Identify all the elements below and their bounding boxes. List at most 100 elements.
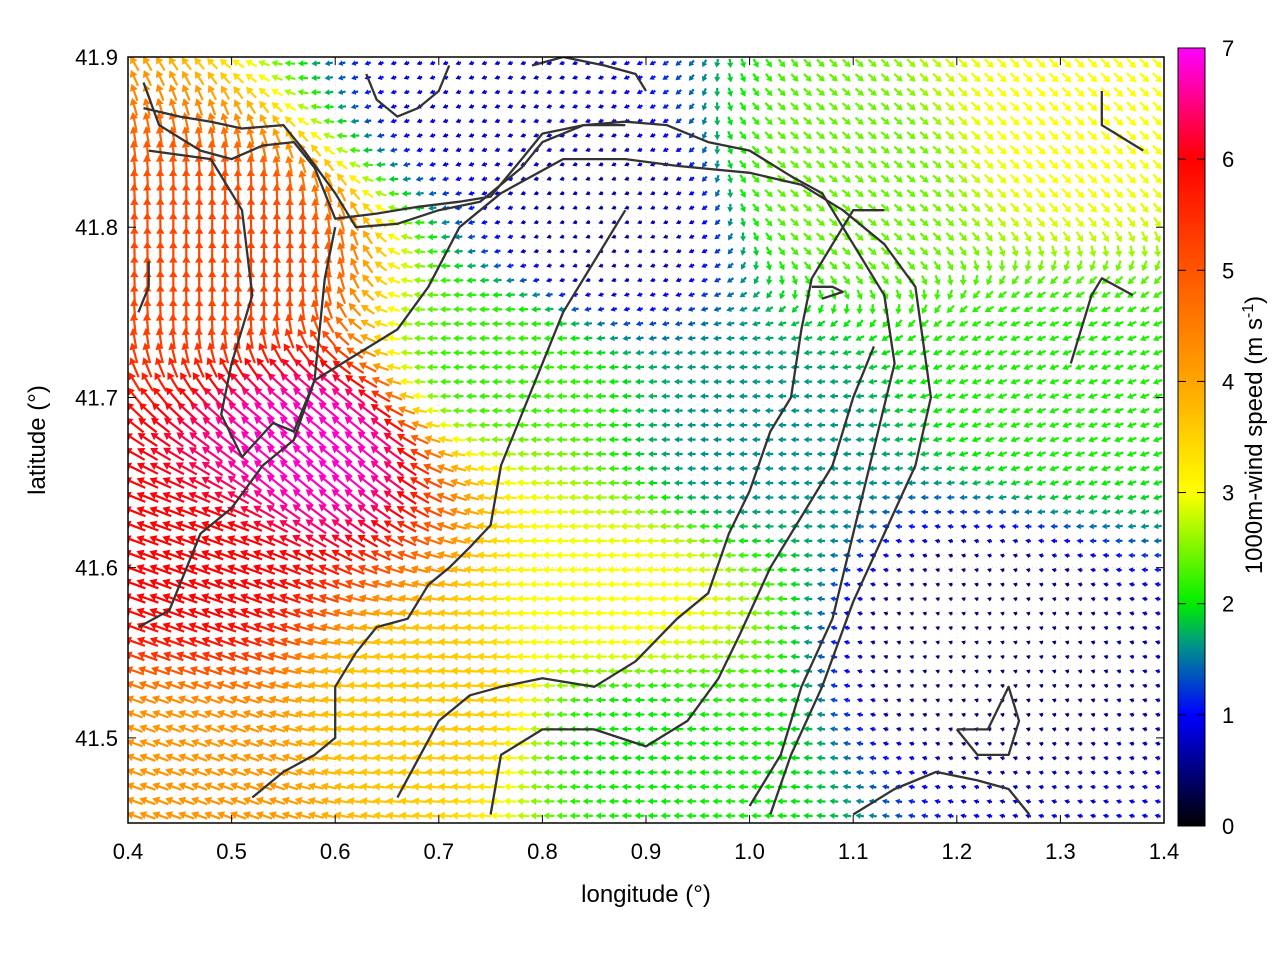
wind-arrow <box>1000 568 1005 573</box>
wind-arrow <box>1139 392 1150 400</box>
wind-arrow <box>1115 538 1123 544</box>
wind-arrow <box>1024 275 1033 285</box>
wind-arrow <box>175 535 198 546</box>
wind-arrow <box>344 534 366 548</box>
wind-arrow <box>764 320 774 327</box>
wind-arrow <box>373 290 388 300</box>
wind-arrow <box>958 174 968 184</box>
wind-arrow <box>906 131 916 140</box>
wind-arrow <box>935 712 940 718</box>
wind-arrow <box>803 682 813 689</box>
wind-arrow <box>490 594 505 603</box>
wind-arrow <box>726 73 734 83</box>
wind-arrow <box>987 683 992 689</box>
wind-arrow <box>1100 173 1111 184</box>
wind-arrow <box>413 363 426 371</box>
wind-arrow <box>1141 552 1149 559</box>
wind-arrow <box>659 652 672 661</box>
wind-arrow <box>503 753 517 762</box>
wind-arrow <box>750 682 762 689</box>
wind-arrow <box>867 73 877 82</box>
wind-arrow <box>1075 523 1084 530</box>
wind-arrow <box>594 493 607 502</box>
wind-arrow <box>424 811 440 820</box>
wind-arrow <box>713 422 722 429</box>
wind-arrow <box>242 767 260 777</box>
wind-arrow <box>1139 349 1150 356</box>
wind-arrow <box>958 320 969 327</box>
wind-arrow <box>999 741 1005 747</box>
wind-arrow <box>217 767 234 777</box>
wind-arrow <box>1074 159 1085 170</box>
wind-arrow <box>230 767 247 777</box>
wind-arrow <box>932 189 942 198</box>
wind-arrow <box>581 580 595 589</box>
wind-arrow <box>423 565 441 574</box>
wind-arrow <box>481 219 488 225</box>
wind-arrow <box>960 770 967 776</box>
wind-arrow <box>869 538 877 544</box>
wind-arrow <box>294 811 312 820</box>
wind-arrow <box>611 205 617 210</box>
wind-arrow <box>909 626 914 631</box>
wind-arrow <box>570 320 580 327</box>
wind-arrow <box>323 117 335 125</box>
wind-arrow <box>520 132 527 138</box>
wind-arrow <box>946 320 956 327</box>
x-axis-label: longitude (°) <box>581 881 711 908</box>
wind-arrow <box>996 86 1007 97</box>
wind-arrow <box>597 89 604 95</box>
wind-arrow <box>919 58 929 68</box>
wind-arrow <box>828 189 838 198</box>
wind-arrow <box>344 504 366 521</box>
wind-arrow <box>841 102 851 111</box>
wind-arrow <box>1100 72 1111 83</box>
wind-arrow <box>281 695 299 704</box>
wind-arrow <box>1009 188 1020 199</box>
wind-arrow <box>946 509 954 515</box>
wind-arrow <box>946 304 955 314</box>
wind-arrow <box>790 581 800 588</box>
wind-arrow <box>660 798 671 805</box>
wind-arrow <box>725 783 736 791</box>
wind-arrow <box>841 160 851 169</box>
wind-arrow <box>970 115 981 126</box>
wind-arrow <box>974 611 979 616</box>
wind-arrow <box>803 422 813 429</box>
wind-arrow <box>777 552 787 559</box>
wind-arrow <box>854 145 864 154</box>
wind-arrow <box>739 306 748 312</box>
wind-arrow <box>442 60 449 66</box>
wind-arrow <box>1113 450 1124 457</box>
wind-arrow <box>1038 538 1045 544</box>
wind-arrow <box>467 248 476 255</box>
wind-arrow <box>423 463 442 474</box>
wind-arrow <box>175 477 198 490</box>
wind-arrow <box>555 623 569 632</box>
wind-arrow <box>377 75 384 80</box>
wind-arrow <box>1051 784 1057 790</box>
wind-arrow <box>449 521 467 530</box>
wind-arrow <box>673 740 684 747</box>
wind-arrow <box>1100 86 1111 97</box>
wind-arrow <box>649 118 656 124</box>
wind-arrow <box>764 480 774 486</box>
wind-arrow <box>778 260 785 271</box>
wind-arrow <box>529 696 543 704</box>
wind-arrow <box>829 755 839 761</box>
wind-arrow <box>450 580 467 589</box>
wind-arrow <box>908 289 915 301</box>
wind-arrow <box>310 117 322 125</box>
wind-arrow <box>559 205 565 210</box>
wind-arrow <box>595 740 606 747</box>
wind-arrow <box>870 683 876 689</box>
wind-arrow <box>411 579 428 589</box>
wind-arrow <box>1090 727 1096 732</box>
wind-arrow <box>934 813 941 819</box>
wind-arrow <box>702 59 708 68</box>
wind-arrow <box>675 176 682 181</box>
wind-arrow <box>790 537 800 544</box>
wind-arrow <box>935 582 940 587</box>
wind-arrow <box>1036 407 1047 414</box>
wind-arrow <box>1035 144 1046 155</box>
